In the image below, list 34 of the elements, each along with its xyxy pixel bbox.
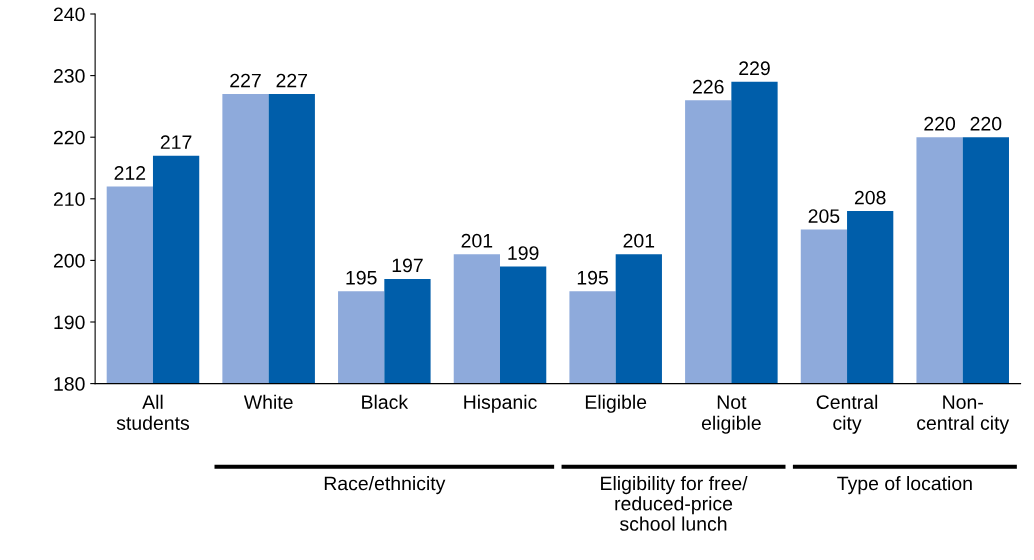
y-tick-label: 200: [53, 253, 85, 268]
x-tick-label: Central city: [816, 394, 878, 434]
data-label: 201: [623, 233, 655, 248]
y-tick-label: 180: [54, 377, 85, 391]
y-tick-label: 190: [54, 315, 85, 330]
text: Race/ethnicity: [324, 476, 446, 495]
x-tick-label: Non- central city: [917, 395, 1010, 434]
data-label: 197: [392, 258, 423, 273]
data-label: 220: [970, 116, 1002, 131]
x-tick-label: Hispanic: [464, 394, 537, 413]
text: Eligibility for free/ reduced-price school lunch: [601, 476, 748, 531]
data-label: 226: [692, 79, 724, 94]
text: Type of location: [837, 476, 972, 495]
x-tick-label: Eligible: [585, 394, 647, 413]
data-label: 227: [276, 73, 308, 88]
data-label: 212: [114, 166, 146, 180]
data-label: 229: [739, 61, 770, 76]
y-tick-label: 230: [53, 69, 85, 83]
y-tick-label: 240: [53, 7, 85, 22]
y-tick-label: 210: [53, 192, 85, 207]
data-label: 220: [924, 116, 956, 131]
data-label: 195: [346, 270, 377, 285]
x-tick-label: Black: [362, 394, 409, 409]
data-label: 227: [230, 73, 261, 88]
data-label: 201: [461, 233, 493, 248]
data-label: 205: [808, 209, 840, 223]
y-tick-label: 220: [53, 130, 85, 145]
data-label: 208: [854, 190, 886, 205]
data-label: 195: [577, 270, 608, 285]
data-label: 199: [508, 246, 539, 260]
data-label: 217: [160, 135, 192, 149]
x-tick-label: White: [243, 394, 293, 409]
x-tick-label: All students: [116, 394, 190, 430]
x-tick-label: Not eligible: [701, 395, 761, 434]
